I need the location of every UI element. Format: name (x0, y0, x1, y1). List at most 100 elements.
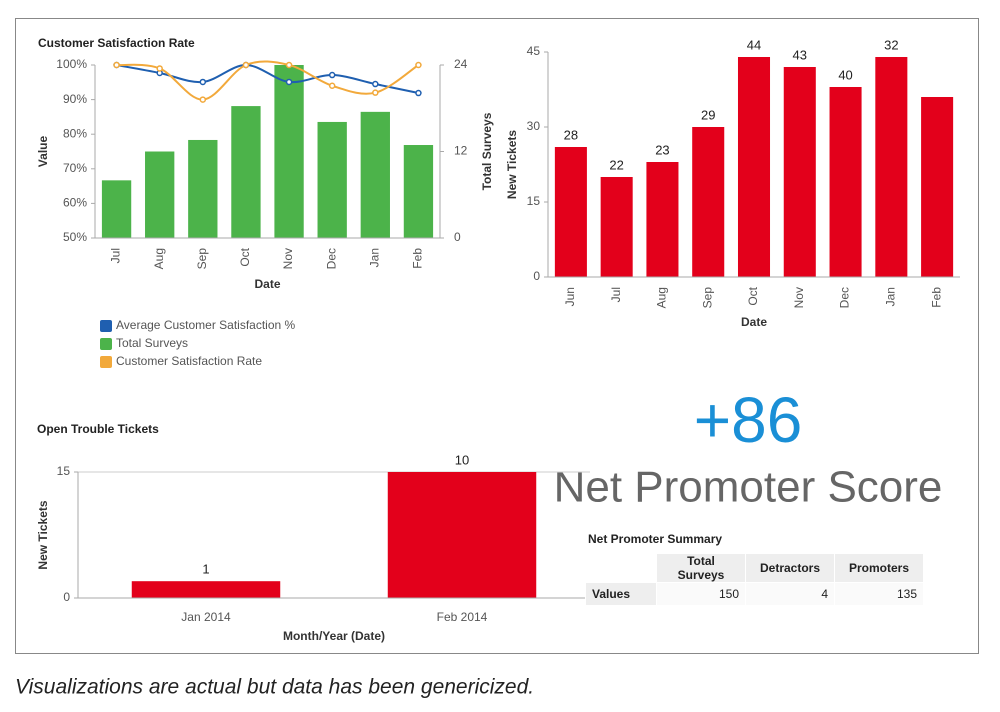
header-row: Total Surveys Detractors Promoters (586, 553, 924, 583)
bar (875, 57, 908, 277)
bar-label: 29 (701, 107, 715, 122)
bar (829, 87, 862, 277)
y-axis-label: New Tickets (505, 130, 519, 199)
legend-label: Customer Satisfaction Rate (116, 354, 262, 368)
bar (188, 139, 218, 238)
bar (403, 145, 434, 238)
row-label: Values (585, 582, 657, 606)
line-point (199, 96, 207, 103)
legend-swatch (100, 320, 112, 332)
bar (600, 177, 633, 277)
x-tick-label: Nov (792, 287, 806, 308)
chart-title: Open Trouble Tickets (37, 422, 159, 436)
legend-label: Total Surveys (116, 336, 188, 350)
kpi-label: Net Promoter Score (554, 463, 943, 512)
x-tick-label: Jun (563, 287, 577, 306)
kpi-value: +86 (694, 384, 803, 456)
line-point (372, 89, 379, 96)
line-point (285, 78, 293, 86)
bar (231, 106, 261, 239)
bar (145, 151, 175, 238)
bar (131, 581, 281, 598)
line-point (372, 80, 379, 88)
y-tick-label: 50% (63, 230, 87, 244)
legend-swatch (100, 356, 112, 368)
y-tick-label: 70% (63, 161, 87, 175)
column-header: Promoters (834, 553, 924, 583)
y2-axis-label: Total Surveys (480, 112, 494, 190)
column-header: Total Surveys (656, 553, 746, 583)
x-tick-label: Feb (929, 287, 943, 308)
table-title: Net Promoter Summary (588, 532, 722, 546)
x-tick-label: Aug (655, 287, 669, 308)
line-point (242, 61, 250, 69)
x-tick-label: Jan (367, 248, 381, 267)
line-point (328, 71, 336, 79)
y-tick-label: 15 (527, 194, 541, 208)
bar-label: 23 (655, 142, 669, 157)
x-tick-label: Jan (884, 287, 898, 306)
x-tick-label: Oct (746, 286, 760, 305)
column-header: Detractors (745, 553, 835, 583)
cell: 150 (656, 582, 746, 606)
y-tick-label: 0 (533, 269, 540, 283)
bar (783, 67, 816, 277)
bar (554, 147, 587, 277)
bar-label: 1 (202, 562, 209, 577)
bar (387, 472, 537, 598)
bar (317, 121, 347, 238)
bar (360, 111, 390, 238)
line (116, 60, 419, 101)
bar (921, 97, 954, 277)
x-tick-label: Sep (700, 287, 714, 309)
y2-tick-label: 12 (454, 144, 468, 158)
bar (274, 65, 304, 238)
x-tick-label: Jan 2014 (181, 610, 231, 624)
x-axis-label: Date (254, 277, 280, 291)
legend-label: Average Customer Satisfaction % (116, 318, 296, 332)
bar-label: 40 (838, 67, 852, 82)
y-tick-label: 15 (57, 464, 71, 478)
corner (586, 554, 657, 583)
y-tick-label: 80% (63, 126, 87, 140)
x-tick-label: Oct (238, 247, 252, 266)
line-point (156, 65, 163, 72)
bar (737, 57, 771, 277)
y-tick-label: 30 (527, 119, 541, 133)
y-axis-label: Value (36, 136, 50, 168)
x-tick-label: Feb (411, 248, 425, 269)
bar (101, 180, 132, 238)
bar-label: 43 (793, 47, 807, 62)
cell: 4 (745, 582, 835, 606)
x-axis-label: Date (741, 315, 767, 329)
bar-label: 10 (455, 452, 469, 467)
caption: Visualizations are actual but data has b… (15, 676, 534, 699)
bar-label: 32 (884, 37, 898, 52)
y2-tick-label: 0 (454, 230, 461, 244)
x-tick-label: Nov (281, 248, 295, 269)
line-point (199, 78, 207, 86)
y-axis-label: New Tickets (36, 500, 50, 569)
line-point (328, 82, 336, 90)
legend-swatch (100, 338, 112, 350)
y-tick-label: 60% (63, 196, 87, 210)
x-tick-label: Feb 2014 (437, 610, 488, 624)
cell: 135 (834, 582, 924, 606)
x-axis-label: Month/Year (Date) (283, 629, 385, 643)
line-point (415, 61, 422, 69)
row: Values 150 4 135 (585, 582, 924, 606)
x-tick-label: Dec (838, 287, 852, 308)
bar-label: 22 (609, 157, 623, 172)
chart-title: Customer Satisfaction Rate (38, 36, 195, 50)
x-tick-label: Jul (609, 287, 623, 302)
line-point (415, 89, 422, 97)
line-point (285, 61, 293, 69)
line (116, 63, 419, 95)
line-point (113, 61, 120, 69)
y-tick-label: 0 (63, 590, 70, 604)
y-tick-label: 45 (527, 44, 541, 58)
y-tick-label: 100% (56, 57, 87, 71)
bar-label: 28 (564, 127, 578, 142)
